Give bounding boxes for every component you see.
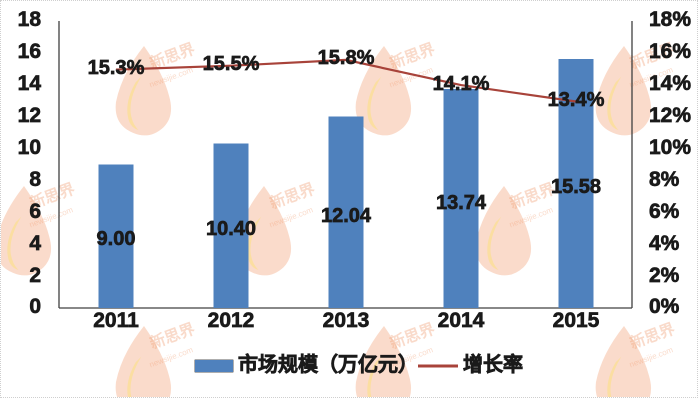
svg-text:2012: 2012 [208,309,255,332]
svg-text:14%: 14% [649,72,691,95]
svg-text:2011: 2011 [93,309,139,332]
svg-text:10.40: 10.40 [206,218,256,240]
svg-text:12: 12 [18,104,41,127]
svg-text:10: 10 [18,136,41,159]
svg-text:13.4%: 13.4% [548,89,605,111]
svg-text:2013: 2013 [323,309,370,332]
svg-text:15.58: 15.58 [551,176,601,198]
svg-text:9.00: 9.00 [97,228,136,250]
svg-text:2014: 2014 [438,309,485,332]
svg-text:14: 14 [18,72,42,95]
svg-text:8%: 8% [649,168,680,191]
svg-text:15.5%: 15.5% [203,53,260,75]
svg-text:16: 16 [18,40,41,63]
svg-text:12.04: 12.04 [321,205,372,227]
svg-text:2015: 2015 [553,309,600,332]
svg-text:15.3%: 15.3% [88,57,145,79]
svg-text:4: 4 [29,232,41,255]
svg-text:0: 0 [29,295,41,318]
svg-text:6: 6 [29,200,41,223]
svg-text:0%: 0% [649,295,680,318]
svg-text:8: 8 [29,168,41,191]
svg-text:6%: 6% [649,200,680,223]
svg-text:4%: 4% [649,232,680,255]
svg-text:18: 18 [18,8,42,31]
svg-text:13.74: 13.74 [436,192,487,214]
svg-text:市场规模（万亿元）: 市场规模（万亿元） [238,352,418,376]
svg-text:14.1%: 14.1% [433,73,490,95]
svg-text:18%: 18% [649,8,691,31]
svg-text:2: 2 [29,264,41,287]
svg-text:16%: 16% [649,40,691,63]
svg-text:12%: 12% [649,104,691,127]
svg-text:15.8%: 15.8% [318,47,375,69]
svg-text:增长率: 增长率 [463,352,523,376]
svg-text:10%: 10% [649,136,691,159]
svg-text:2%: 2% [649,264,680,287]
